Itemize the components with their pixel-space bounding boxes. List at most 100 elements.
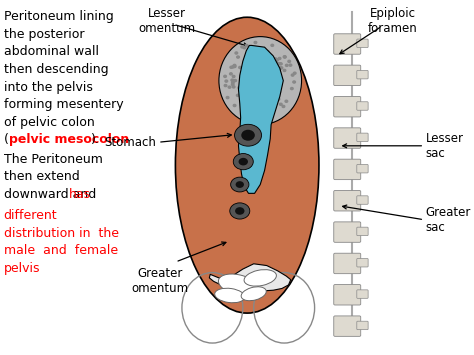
Circle shape — [278, 58, 281, 60]
Circle shape — [263, 89, 265, 92]
Circle shape — [263, 58, 266, 60]
Circle shape — [243, 47, 246, 49]
Circle shape — [250, 111, 252, 113]
Circle shape — [291, 88, 293, 89]
Circle shape — [232, 81, 234, 83]
FancyBboxPatch shape — [357, 290, 368, 298]
Circle shape — [266, 50, 269, 53]
Circle shape — [239, 66, 241, 69]
Text: distribution in  the: distribution in the — [4, 227, 118, 240]
Text: pelvis: pelvis — [4, 262, 40, 275]
Circle shape — [263, 113, 265, 115]
Circle shape — [263, 95, 266, 97]
Text: Lesser
sac: Lesser sac — [426, 132, 464, 160]
Circle shape — [236, 181, 244, 188]
Text: different: different — [4, 209, 57, 222]
Circle shape — [244, 67, 246, 69]
Ellipse shape — [175, 17, 319, 313]
Circle shape — [260, 94, 263, 96]
Circle shape — [246, 78, 249, 80]
Circle shape — [224, 84, 227, 87]
Circle shape — [231, 79, 234, 81]
Circle shape — [265, 68, 268, 70]
Circle shape — [280, 103, 282, 105]
FancyBboxPatch shape — [334, 34, 361, 54]
FancyBboxPatch shape — [357, 196, 368, 204]
Circle shape — [249, 47, 252, 49]
Circle shape — [230, 66, 233, 69]
Circle shape — [280, 63, 282, 65]
Circle shape — [292, 74, 294, 76]
Circle shape — [283, 69, 286, 71]
FancyBboxPatch shape — [357, 70, 368, 79]
FancyBboxPatch shape — [357, 258, 368, 267]
Text: forming mesentery: forming mesentery — [4, 98, 123, 111]
Circle shape — [244, 81, 247, 83]
Text: Greater
sac: Greater sac — [426, 206, 471, 234]
Circle shape — [237, 56, 239, 58]
Circle shape — [251, 96, 253, 98]
Circle shape — [270, 55, 272, 57]
Text: has: has — [69, 188, 91, 201]
FancyBboxPatch shape — [357, 227, 368, 236]
Circle shape — [231, 83, 234, 86]
Circle shape — [283, 56, 286, 58]
FancyBboxPatch shape — [357, 164, 368, 173]
Circle shape — [237, 94, 239, 97]
Circle shape — [264, 59, 266, 61]
Text: of pelvic colon: of pelvic colon — [4, 116, 94, 129]
FancyBboxPatch shape — [357, 102, 368, 110]
Circle shape — [274, 58, 277, 60]
Circle shape — [255, 103, 258, 105]
Circle shape — [254, 42, 257, 44]
Circle shape — [269, 110, 272, 112]
Ellipse shape — [244, 270, 276, 286]
Circle shape — [278, 62, 281, 65]
FancyBboxPatch shape — [334, 285, 361, 305]
Circle shape — [258, 80, 261, 82]
Circle shape — [224, 75, 227, 77]
FancyBboxPatch shape — [334, 97, 361, 117]
Circle shape — [293, 81, 295, 83]
Circle shape — [255, 97, 258, 99]
Text: Peritoneum lining: Peritoneum lining — [4, 10, 113, 23]
Circle shape — [256, 115, 259, 117]
Circle shape — [273, 108, 275, 110]
Circle shape — [235, 52, 237, 54]
Circle shape — [233, 104, 236, 106]
Circle shape — [273, 73, 276, 75]
Circle shape — [275, 61, 277, 63]
Circle shape — [285, 100, 288, 102]
Text: the posterior: the posterior — [4, 28, 84, 41]
Circle shape — [256, 58, 259, 60]
Text: Greater
omentum: Greater omentum — [132, 267, 189, 295]
Circle shape — [228, 86, 231, 88]
Circle shape — [282, 105, 285, 108]
FancyBboxPatch shape — [334, 65, 361, 86]
Circle shape — [265, 116, 268, 119]
Circle shape — [289, 64, 292, 66]
Text: male  and  female: male and female — [4, 245, 118, 257]
Circle shape — [269, 75, 272, 77]
Circle shape — [274, 94, 276, 96]
FancyBboxPatch shape — [334, 222, 361, 242]
Circle shape — [255, 117, 257, 119]
Circle shape — [233, 65, 236, 67]
Text: pelvic mesocolon: pelvic mesocolon — [9, 133, 129, 147]
Circle shape — [279, 84, 282, 86]
Circle shape — [285, 64, 288, 66]
Circle shape — [271, 87, 273, 89]
Circle shape — [232, 75, 235, 77]
Circle shape — [233, 154, 253, 170]
FancyBboxPatch shape — [357, 133, 368, 142]
Circle shape — [235, 207, 245, 215]
Text: Epiploic
foramen: Epiploic foramen — [368, 7, 418, 35]
Text: (: ( — [4, 133, 9, 147]
Circle shape — [257, 98, 260, 100]
Polygon shape — [238, 45, 283, 193]
Circle shape — [255, 101, 257, 103]
Ellipse shape — [219, 274, 258, 296]
Circle shape — [244, 78, 246, 81]
Circle shape — [256, 74, 258, 76]
Circle shape — [246, 107, 249, 109]
